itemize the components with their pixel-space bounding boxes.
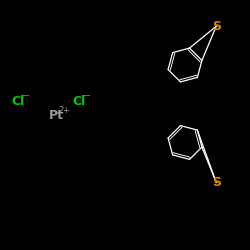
Text: Pt: Pt xyxy=(49,108,64,122)
Text: −: − xyxy=(83,90,91,101)
Text: −: − xyxy=(22,90,30,101)
Text: Cl: Cl xyxy=(72,95,86,108)
Text: S: S xyxy=(212,176,221,189)
Text: 2+: 2+ xyxy=(58,106,70,114)
Text: S: S xyxy=(212,20,221,33)
Text: Cl: Cl xyxy=(11,95,24,108)
